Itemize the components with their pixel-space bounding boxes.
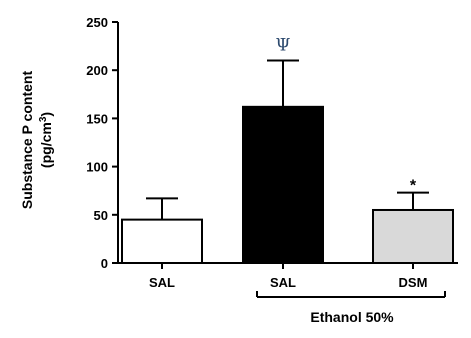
- significance-psi: Ψ: [276, 36, 291, 56]
- y-tick-label: 250: [86, 15, 108, 30]
- category-label: SAL: [270, 275, 296, 290]
- group-bracket: Ethanol 50%: [256, 291, 446, 325]
- y-tick-label: 50: [94, 208, 108, 223]
- y-tick-label: 200: [86, 63, 108, 78]
- y-tick-label: 100: [86, 160, 108, 175]
- significance-asterisk: *: [410, 178, 417, 195]
- y-tick-label: 150: [86, 111, 108, 126]
- y-axis-label-line2: (pg/cm3): [38, 112, 55, 168]
- bar: [372, 208, 454, 264]
- category-label: SAL: [149, 275, 175, 290]
- bars: [121, 59, 454, 264]
- y-axis-label-line1: Substance P content: [19, 71, 35, 210]
- category-label: DSM: [399, 275, 428, 290]
- y-tick-label: 0: [101, 256, 108, 271]
- group-label: Ethanol 50%: [310, 309, 394, 325]
- bar: [242, 105, 324, 264]
- y-axis-label: Substance P content (pg/cm3): [19, 71, 54, 210]
- bar: [121, 218, 203, 264]
- labels: SAL SAL Ψ DSM *: [149, 36, 427, 290]
